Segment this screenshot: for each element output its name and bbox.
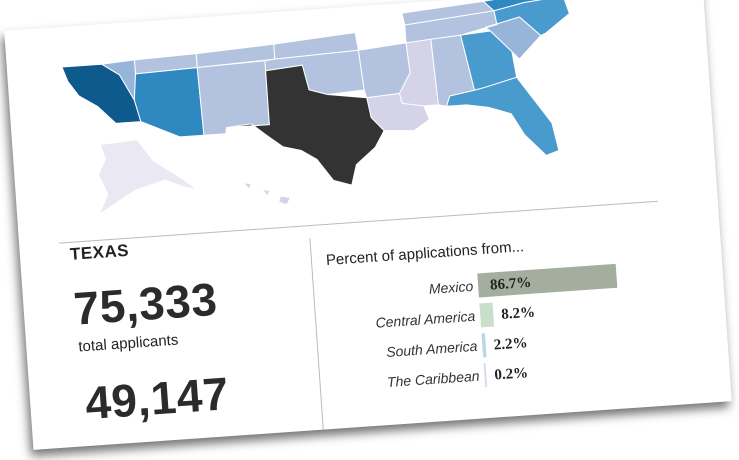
map-state-texas[interactable] — [223, 60, 388, 194]
bar-category-label: South America — [386, 338, 478, 360]
bar-value-label: 0.2% — [494, 365, 529, 383]
state-title: TEXAS — [69, 240, 130, 264]
chart-title: Percent of applications from... — [325, 238, 525, 270]
map-state-north-carolina[interactable] — [483, 0, 570, 39]
total-applicants-value: 75,333 — [71, 272, 219, 335]
map-state-virginia[interactable] — [482, 0, 564, 12]
bar[interactable] — [483, 363, 488, 388]
bar-category-label: The Caribbean — [386, 368, 480, 390]
map-state-arizona[interactable] — [132, 67, 205, 140]
bar-value-label: 86.7% — [490, 275, 532, 294]
bar[interactable] — [481, 333, 487, 358]
state-detail-card: TEXAS 75,333 total applicants 49,147 Per… — [4, 0, 732, 450]
bar-category-label: Mexico — [428, 278, 474, 297]
bar[interactable] — [477, 263, 618, 298]
map-state-alaska[interactable] — [94, 136, 199, 217]
total-applicants-label: total applicants — [77, 331, 179, 356]
map-state-florida[interactable] — [445, 75, 560, 162]
bar[interactable] — [479, 302, 495, 328]
column-divider — [309, 238, 325, 438]
map-state-new-mexico[interactable] — [196, 60, 270, 136]
bar-value-label: 8.2% — [501, 305, 536, 323]
us-states-map — [61, 0, 570, 217]
bar-category-label: Central America — [375, 308, 476, 331]
map-state-hawaii[interactable] — [242, 179, 292, 207]
origin-bar-chart: Mexico 86.7% Central America 8.2% South Amer… — [375, 263, 618, 390]
bar-value-label: 2.2% — [493, 335, 528, 353]
secondary-stat-value: 49,147 — [83, 367, 231, 430]
